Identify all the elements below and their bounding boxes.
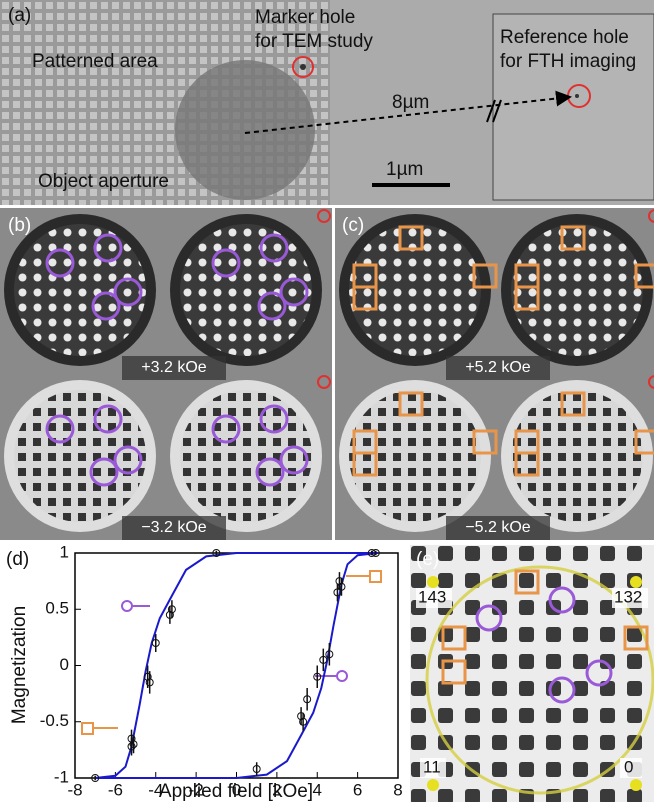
panel-e: (e) 143 132 11 0 bbox=[410, 545, 654, 802]
annotation: Marker hole bbox=[255, 7, 355, 28]
field-label: +3.2 kOe bbox=[141, 359, 206, 376]
annotation: Patterned area bbox=[32, 51, 158, 72]
disk-pattern bbox=[14, 224, 146, 356]
annotation: Object aperture bbox=[38, 171, 169, 192]
field-label: +5.2 kOe bbox=[465, 359, 530, 376]
panel-label: (c) bbox=[342, 215, 364, 236]
x-tick-label: -4 bbox=[148, 780, 163, 799]
hole bbox=[300, 64, 306, 70]
disk-pattern bbox=[180, 390, 312, 522]
plot-frame bbox=[75, 553, 398, 778]
scale-label: 1µm bbox=[386, 159, 423, 180]
y-axis-label: Magnetization bbox=[9, 606, 30, 724]
panel-c: (c) +5.2 kOe −5.2 kOe bbox=[335, 208, 654, 540]
field-label: −5.2 kOe bbox=[465, 519, 530, 536]
disk-pattern bbox=[349, 390, 481, 522]
panel-d: (d) Applied field [kOe] Magnetization -8… bbox=[6, 542, 403, 802]
disk-pattern bbox=[349, 224, 481, 356]
x-tick-label: 4 bbox=[313, 780, 322, 799]
y-tick-label: -1 bbox=[54, 767, 69, 786]
field-label: −3.2 kOe bbox=[141, 519, 206, 536]
hole bbox=[575, 94, 579, 98]
marker bbox=[630, 779, 642, 791]
panel-b: (b) +3.2 kOe −3.2 kOe bbox=[0, 208, 332, 540]
disk-pattern bbox=[180, 224, 312, 356]
x-tick-label: 0 bbox=[232, 780, 241, 799]
figure: (a) Marker hole for TEM study Reference … bbox=[0, 0, 654, 802]
marker bbox=[427, 576, 439, 588]
marker bbox=[427, 779, 439, 791]
panel-label: (a) bbox=[8, 5, 31, 26]
y-tick-label: 0 bbox=[60, 655, 69, 674]
corner-label: 0 bbox=[624, 757, 633, 776]
x-tick-label: -2 bbox=[189, 780, 204, 799]
marker bbox=[630, 576, 642, 588]
annotation: for TEM study bbox=[255, 31, 373, 52]
x-tick-label: 2 bbox=[272, 780, 281, 799]
aperture bbox=[175, 60, 315, 200]
panel-label: (e) bbox=[416, 549, 439, 570]
y-tick-label: -0.5 bbox=[40, 711, 69, 730]
panel-label: (b) bbox=[8, 215, 31, 236]
corner-label: 11 bbox=[423, 757, 441, 776]
y-tick-label: 0.5 bbox=[45, 599, 69, 618]
annotation: 8µm bbox=[392, 92, 429, 113]
x-tick-label: -6 bbox=[108, 780, 123, 799]
y-tick-label: 1 bbox=[60, 542, 69, 561]
x-tick-label: 8 bbox=[393, 780, 402, 799]
panel-a: (a) Marker hole for TEM study Reference … bbox=[0, 0, 654, 205]
corner-label: 143 bbox=[418, 587, 446, 606]
panel-label: (d) bbox=[6, 549, 29, 570]
x-tick-label: -8 bbox=[67, 780, 82, 799]
annotation: for FTH imaging bbox=[500, 51, 636, 72]
disk-pattern bbox=[511, 390, 643, 522]
disk-pattern bbox=[14, 390, 146, 522]
annotation: Reference hole bbox=[500, 27, 629, 48]
x-tick-label: 6 bbox=[353, 780, 362, 799]
corner-label: 132 bbox=[614, 587, 642, 606]
disk-pattern bbox=[511, 224, 643, 356]
